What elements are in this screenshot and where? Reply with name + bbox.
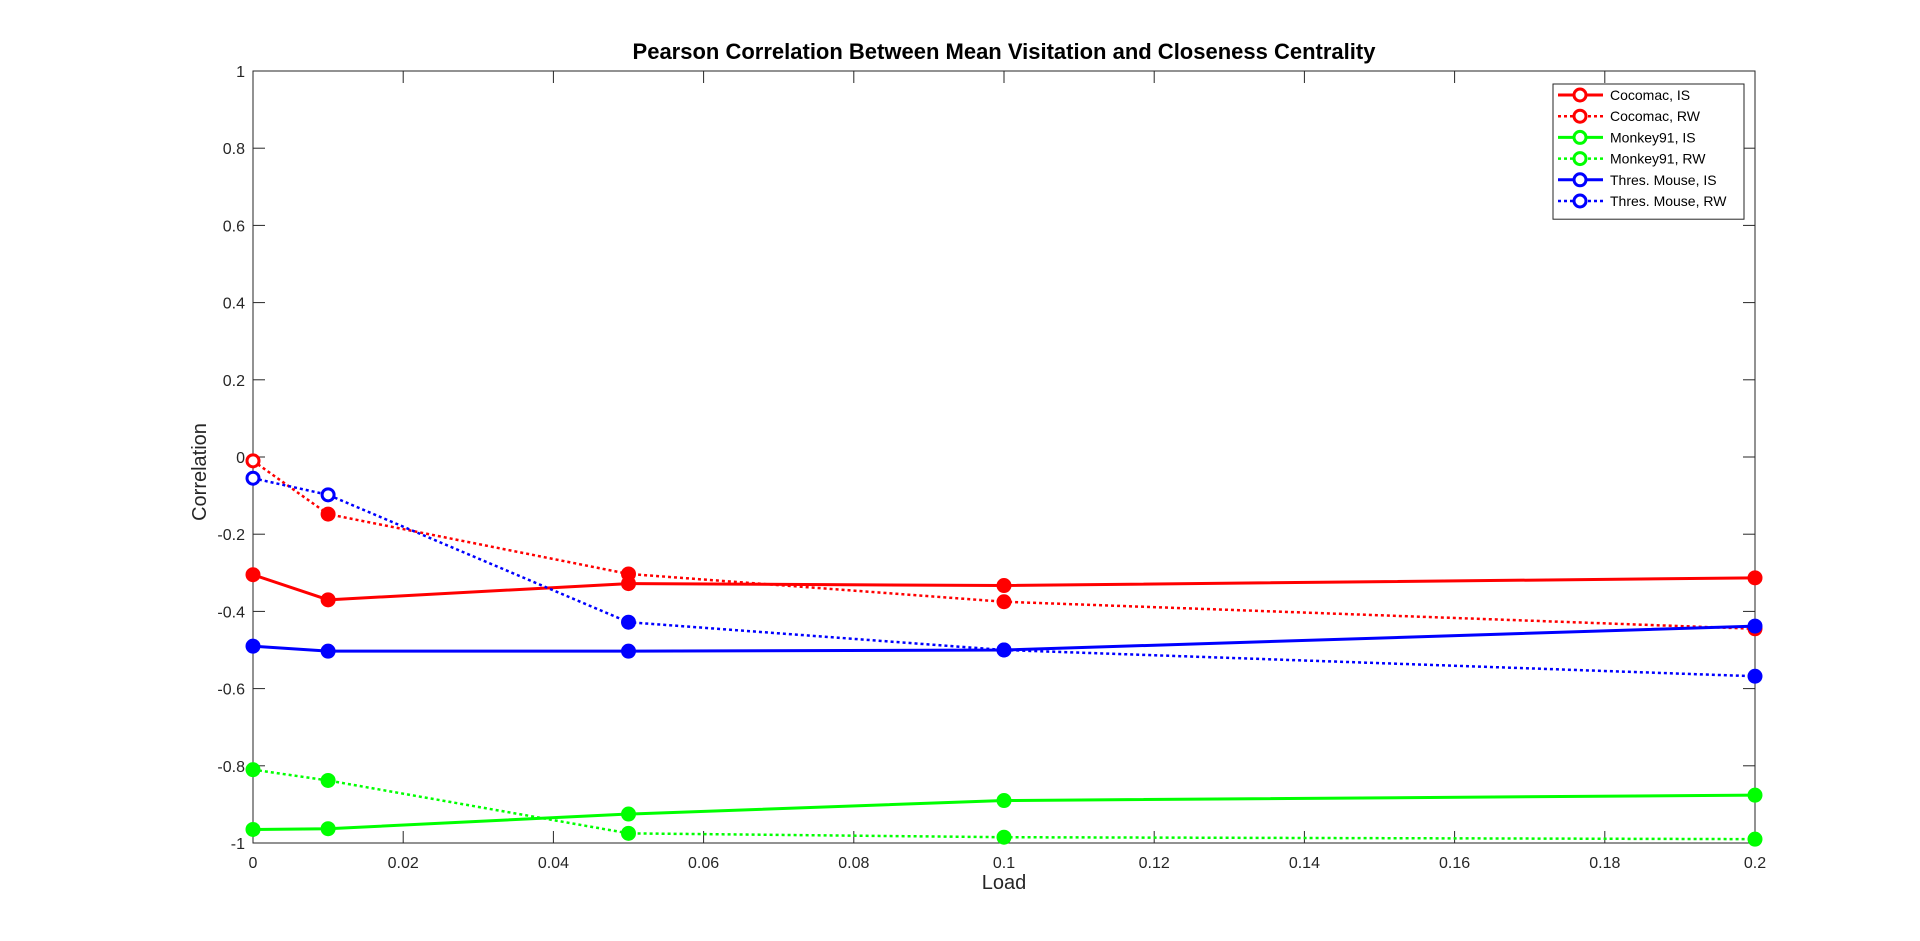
- data-point: [320, 772, 336, 788]
- x-tick-label: 0.18: [1589, 855, 1620, 872]
- legend-marker: [1572, 172, 1588, 188]
- data-point: [1747, 668, 1763, 684]
- data-point: [245, 453, 261, 469]
- x-tick-label: 0.2: [1744, 855, 1766, 872]
- x-axis-label: Load: [982, 872, 1027, 894]
- y-tick-label: 0: [236, 450, 245, 467]
- series-2: [245, 453, 1763, 637]
- data-point: [245, 821, 261, 837]
- legend-marker: [1572, 108, 1588, 124]
- series-5: [245, 618, 1763, 659]
- x-tick-label: 0.12: [1139, 855, 1170, 872]
- series-3: [245, 787, 1763, 837]
- x-tick-label: 0.04: [538, 855, 569, 872]
- data-point: [996, 793, 1012, 809]
- y-tick-label: -0.2: [217, 527, 245, 544]
- legend-marker: [1572, 193, 1588, 209]
- data-point: [1747, 787, 1763, 803]
- y-tick-label: 0.8: [223, 141, 245, 158]
- data-point: [245, 567, 261, 583]
- y-axis-label: Correlation: [189, 423, 211, 521]
- legend-marker: [1572, 129, 1588, 145]
- data-point: [1747, 831, 1763, 847]
- y-tick-label: 0.6: [223, 218, 245, 235]
- data-point: [320, 821, 336, 837]
- chart-title: Pearson Correlation Between Mean Visitat…: [633, 39, 1377, 64]
- axis-ticks: 0 0.02 0.04 0.06 0.08 0.1 0.12 0.14 0.16 0.18 0.2 -…: [217, 64, 1766, 872]
- x-tick-label: 0.14: [1289, 855, 1320, 872]
- series-6: [245, 470, 1763, 684]
- x-tick-label: 0.1: [993, 855, 1015, 872]
- data-point: [996, 642, 1012, 658]
- legend-marker: [1572, 151, 1588, 167]
- legend-entry: Monkey91, IS: [1610, 129, 1696, 145]
- legend-marker: [1572, 87, 1588, 103]
- y-tick-label: -0.8: [217, 759, 245, 776]
- data-point: [245, 762, 261, 778]
- legend-entry: Thres. Mouse, IS: [1610, 172, 1717, 188]
- data-point: [1747, 570, 1763, 586]
- data-point: [1747, 618, 1763, 634]
- x-tick-label: 0.06: [688, 855, 719, 872]
- data-point: [996, 594, 1012, 610]
- data-point: [320, 643, 336, 659]
- data-point: [621, 806, 636, 822]
- legend-entry: Thres. Mouse, RW: [1610, 193, 1727, 209]
- data-point: [245, 470, 261, 486]
- legend-entry: Cocomac, IS: [1610, 87, 1690, 103]
- x-tick-label: 0.02: [388, 855, 419, 872]
- data-point: [621, 566, 636, 582]
- y-tick-label: 0.2: [223, 373, 245, 390]
- data-point: [245, 638, 261, 654]
- legend-entry: Monkey91, RW: [1610, 151, 1706, 167]
- legend-entry: Cocomac, RW: [1610, 108, 1701, 124]
- series-4: [245, 762, 1763, 847]
- data-point: [320, 487, 336, 503]
- x-tick-label: 0.08: [838, 855, 869, 872]
- x-tick-label: 0: [249, 855, 258, 872]
- data-point: [320, 506, 336, 522]
- data-point: [996, 829, 1012, 845]
- y-tick-label: -0.4: [217, 604, 245, 621]
- series-layer: [245, 453, 1763, 847]
- data-point: [621, 825, 636, 841]
- legend: Cocomac, IS Cocomac, RW Monkey91, IS Monkey…: [1552, 83, 1745, 220]
- data-point: [320, 592, 336, 608]
- y-tick-label: 1: [236, 64, 245, 81]
- data-point: [621, 643, 636, 659]
- x-tick-label: 0.16: [1439, 855, 1470, 872]
- plot-area: [252, 70, 1756, 844]
- y-tick-label: -1: [231, 836, 245, 853]
- data-point: [621, 614, 636, 630]
- data-point: [996, 578, 1012, 594]
- y-tick-label: 0.4: [223, 296, 245, 313]
- y-tick-label: -0.6: [217, 682, 245, 699]
